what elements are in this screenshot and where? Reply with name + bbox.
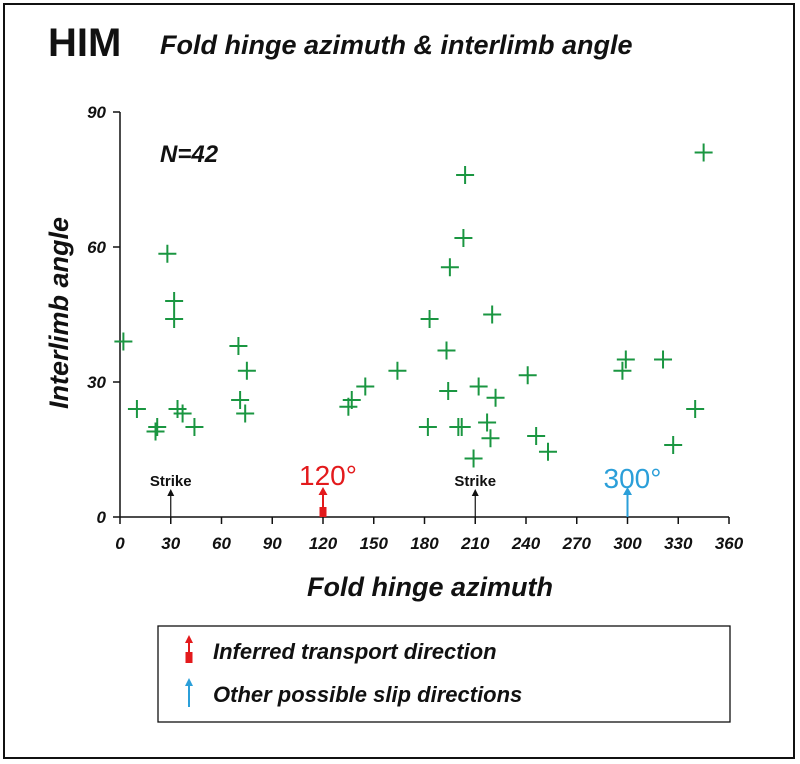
data-point — [538, 442, 557, 461]
blue-arrow-icon — [185, 678, 193, 707]
data-point — [165, 310, 184, 328]
legend: Inferred transport direction Other possi… — [157, 625, 731, 723]
data-point — [148, 418, 167, 436]
data-point — [456, 166, 475, 184]
data-point — [694, 143, 713, 162]
data-point — [478, 413, 497, 432]
data-point — [231, 391, 250, 409]
arrow-head — [167, 489, 175, 496]
x-tick-label: 150 — [360, 534, 389, 553]
data-point — [437, 341, 456, 360]
data-point — [527, 427, 546, 445]
data-point — [146, 422, 165, 441]
data-point — [114, 332, 133, 351]
x-tick-label: 30 — [161, 534, 180, 553]
panel-label: HIM — [48, 21, 121, 65]
x-tick-label: 0 — [115, 534, 125, 553]
x-tick-label: 300 — [613, 534, 642, 553]
x-tick-label: 120 — [309, 534, 338, 553]
legend-label-slip: Other possible slip directions — [213, 682, 522, 707]
data-point — [613, 361, 632, 380]
arrow-head — [185, 678, 193, 686]
data-point — [127, 400, 146, 418]
data-point — [686, 400, 705, 418]
transport-label: 120° — [299, 460, 357, 491]
data-point — [185, 418, 204, 436]
y-tick-label: 60 — [87, 238, 106, 257]
data-point — [486, 388, 505, 407]
data-point — [518, 366, 537, 385]
data-point — [168, 400, 187, 418]
data-point — [342, 391, 361, 409]
chart-title: Fold hinge azimuth & interlimb angle — [160, 30, 633, 60]
data-point — [237, 361, 256, 380]
slip-label: 300° — [604, 463, 662, 494]
data-point — [452, 418, 471, 436]
data-point — [469, 377, 488, 396]
data-point — [654, 350, 673, 369]
data-point — [165, 292, 184, 310]
arrow-head — [318, 487, 328, 495]
y-tick-label: 30 — [87, 373, 106, 392]
data-point — [158, 244, 177, 263]
transport-arrow-tail — [319, 507, 327, 517]
data-point — [464, 449, 483, 468]
x-tick-label: 270 — [562, 534, 592, 553]
y-tick-label: 0 — [97, 508, 107, 527]
red-arrow-icon — [185, 635, 193, 663]
legend-item-transport: Inferred transport direction — [185, 635, 497, 664]
legend-label-transport: Inferred transport direction — [213, 639, 497, 664]
data-point — [173, 404, 192, 423]
arrow-head — [185, 635, 193, 643]
sample-count: N=42 — [160, 141, 219, 168]
x-tick-label: 180 — [410, 534, 439, 553]
data-point — [418, 418, 437, 436]
strike-label: Strike — [454, 473, 496, 490]
y-tick-label: 90 — [87, 103, 106, 122]
x-tick-label: 330 — [664, 534, 693, 553]
strike-arrow — [167, 489, 175, 517]
data-point — [388, 361, 407, 380]
x-tick-label: 360 — [715, 534, 744, 553]
x-tick-label: 240 — [511, 534, 541, 553]
strike-label: Strike — [150, 473, 192, 490]
arrow-head — [623, 487, 632, 495]
data-point — [440, 258, 459, 277]
slip-arrow — [623, 487, 632, 517]
x-tick-label: 90 — [263, 534, 282, 553]
y-axis-title: Interlimb angle — [44, 217, 74, 409]
x-axis-title: Fold hinge azimuth — [307, 572, 553, 602]
data-point — [356, 377, 375, 396]
data-point — [616, 350, 635, 369]
data-points — [114, 143, 713, 468]
data-point — [454, 229, 473, 247]
direction-annotations: Strike Strike 120° 300° — [150, 460, 662, 517]
data-point — [481, 429, 500, 448]
x-tick-label: 60 — [212, 534, 231, 553]
transport-arrow — [318, 487, 328, 517]
data-point — [229, 337, 248, 355]
data-point — [439, 382, 458, 400]
x-tick-label: 210 — [460, 534, 490, 553]
data-point — [664, 436, 683, 454]
legend-transport-tail — [185, 652, 193, 663]
data-point — [236, 404, 255, 423]
data-point — [483, 305, 502, 324]
strike-arrow — [471, 489, 479, 517]
legend-box — [157, 625, 731, 723]
legend-slip-arrow — [185, 678, 193, 707]
data-point — [420, 310, 439, 328]
legend-item-slip: Other possible slip directions — [185, 678, 522, 707]
arrow-head — [471, 489, 479, 496]
